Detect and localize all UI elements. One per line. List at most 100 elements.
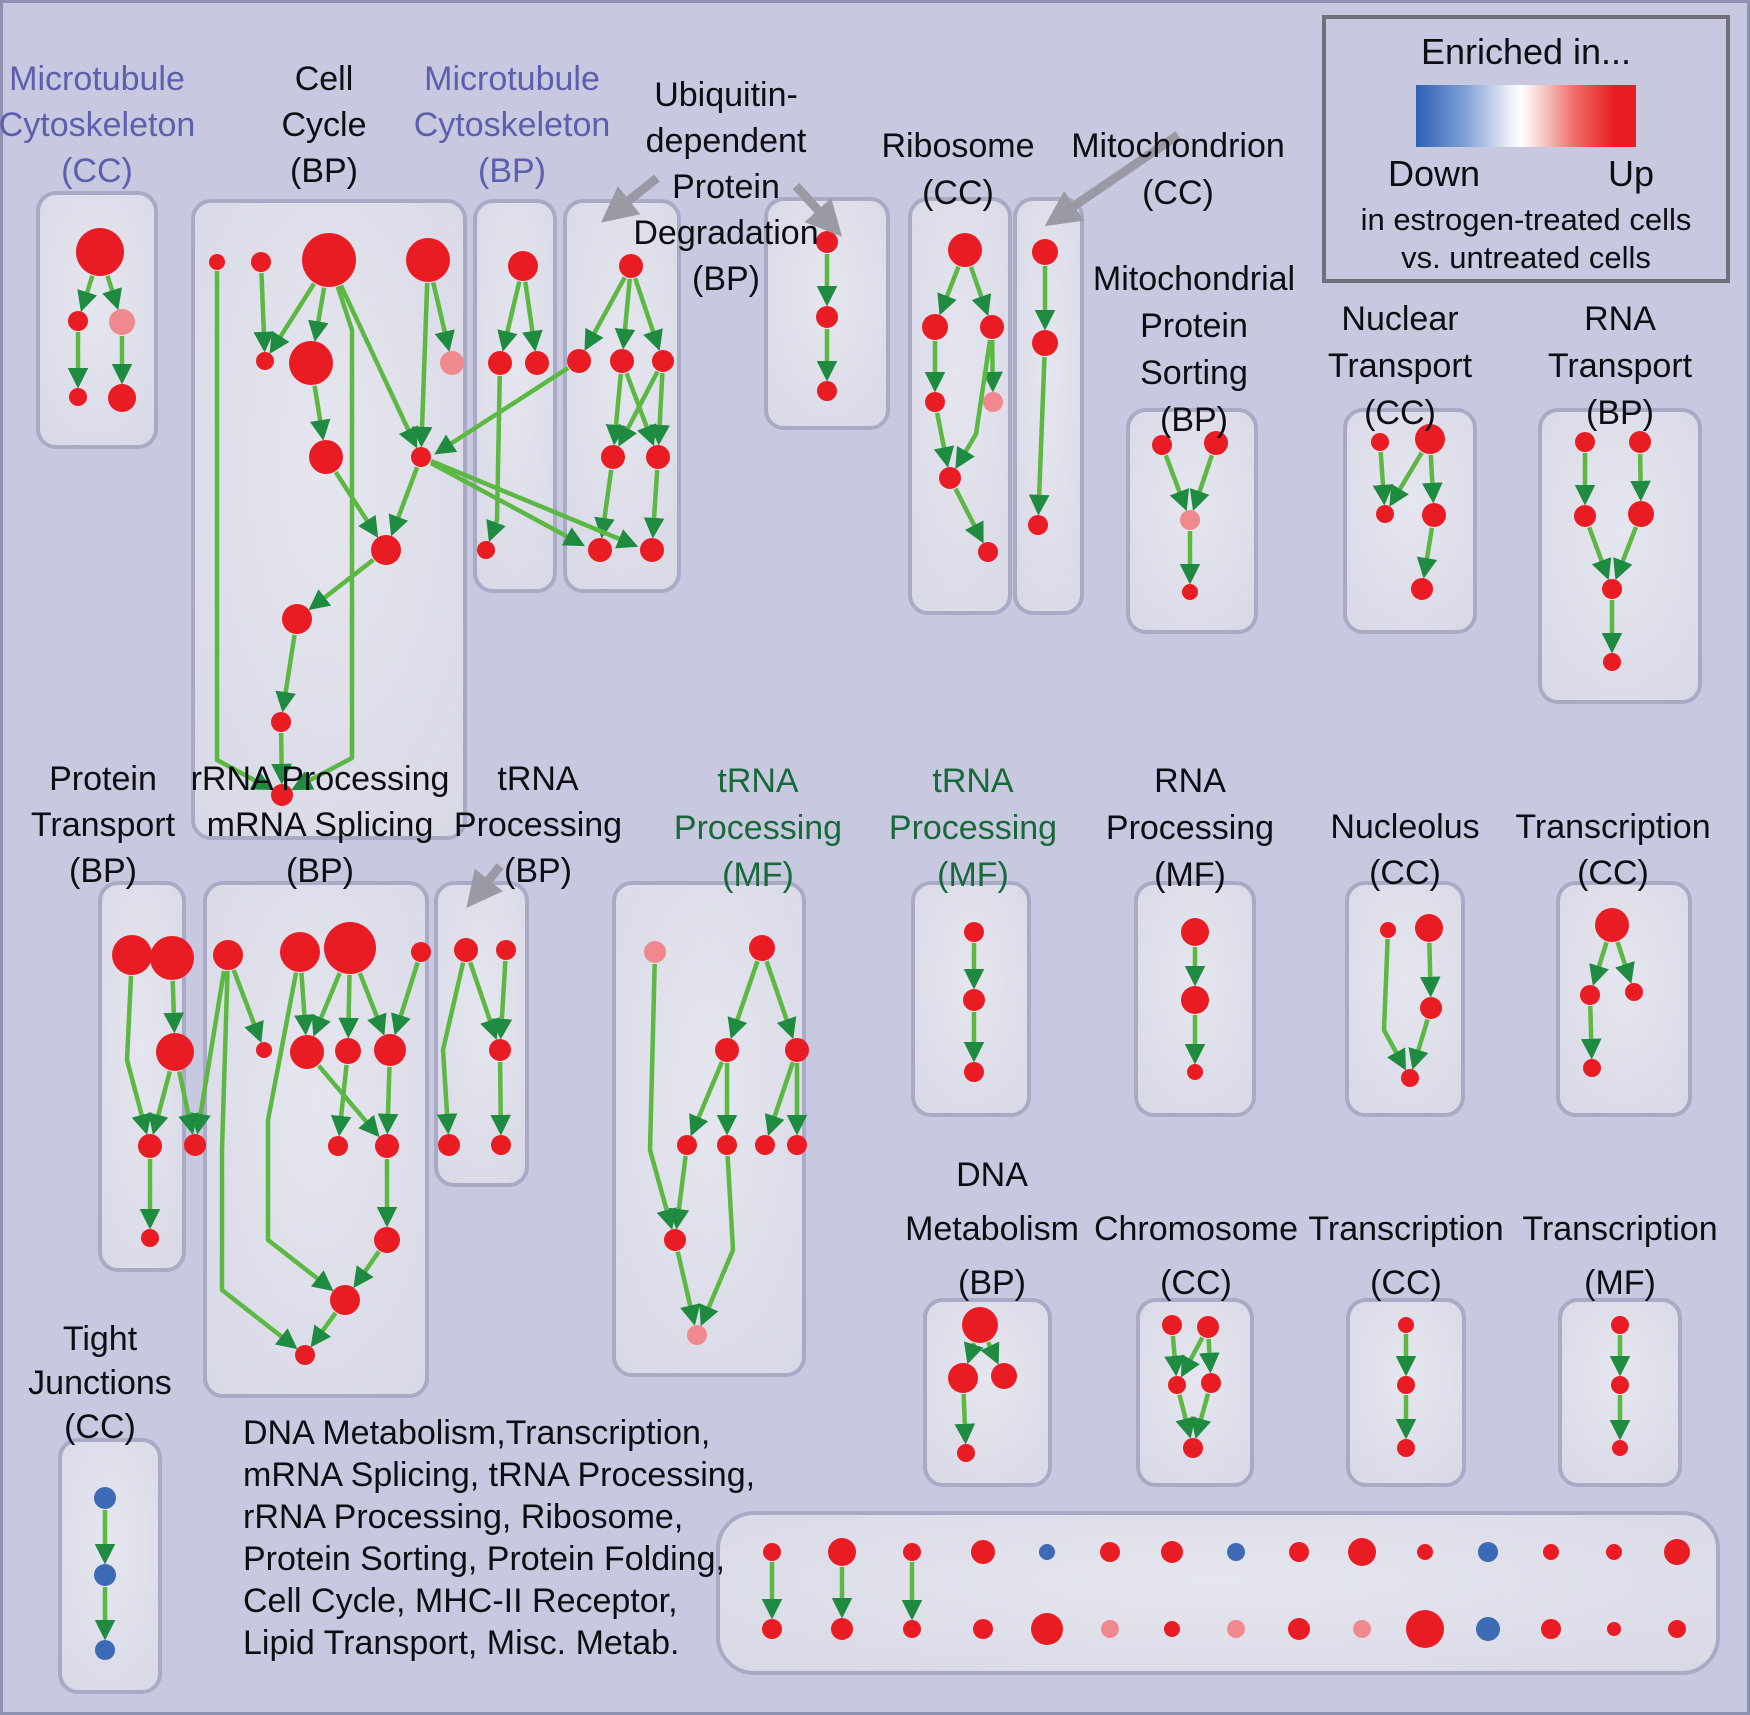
go-term-node [112, 935, 152, 975]
go-term-node [1028, 515, 1048, 535]
go-term-node [1100, 1542, 1120, 1562]
go-edge [388, 466, 420, 537]
go-edge [275, 634, 297, 713]
go-edge [219, 970, 298, 1350]
go-edge [468, 961, 500, 1041]
go-term-node [454, 938, 478, 962]
go-cross-edge [190, 970, 227, 1135]
go-term-node [76, 228, 124, 276]
go-term-node [1180, 510, 1200, 530]
misc-text-line: DNA Metabolism,Transcription, [243, 1414, 711, 1452]
go-term-node [1625, 983, 1643, 1001]
cluster-label-trna-processing-bp: tRNA Processing (BP) [454, 760, 622, 890]
go-term-node [1668, 1620, 1686, 1638]
go-cross-edge [430, 458, 639, 549]
go-term-node [817, 381, 837, 401]
go-edge [1419, 942, 1441, 998]
go-edge [1615, 941, 1635, 984]
go-term-node [1227, 1620, 1245, 1638]
go-edge [294, 972, 315, 1036]
go-term-node [69, 388, 87, 406]
cluster-label-dna-metabolism-bp: DNA Metabolism (BP) [905, 1156, 1079, 1302]
go-edge [1613, 526, 1639, 581]
legend-box: Enriched in... Down Up in estrogen-treat… [1322, 15, 1730, 283]
go-term-node [1397, 1439, 1415, 1457]
go-term-node [256, 1042, 272, 1058]
label-pointer-arrow [600, 174, 660, 223]
go-term-node [271, 712, 291, 732]
go-term-node [256, 352, 274, 370]
go-term-node [1201, 1373, 1221, 1393]
go-edge [102, 275, 122, 311]
go-edge [727, 960, 760, 1040]
go-term-node [1583, 1059, 1601, 1077]
go-term-node [816, 306, 838, 328]
go-term-node [903, 1543, 921, 1561]
go-term-node [282, 604, 312, 634]
go-edge [675, 1251, 701, 1326]
go-edge [486, 375, 506, 543]
go-term-node [925, 392, 945, 412]
legend-gradient-bar [1416, 85, 1636, 147]
go-edge [214, 271, 273, 791]
go-term-node [1417, 1544, 1433, 1560]
go-edge [308, 287, 329, 342]
go-term-node [948, 233, 982, 267]
go-edge [982, 339, 1003, 393]
labels-layer: Microtubule Cytoskeleton (CC) Cell Cycle (BP)… [0, 60, 1718, 1446]
go-term-node [644, 941, 666, 963]
go-edge [291, 285, 355, 791]
go-term-node [983, 392, 1003, 412]
annotation-arrows-layer [466, 131, 1181, 909]
go-edge [269, 282, 316, 354]
go-edge [963, 1341, 984, 1365]
go-term-node [150, 936, 194, 980]
misc-text-line: mRNA Splicing, tRNA Processing, [243, 1456, 756, 1494]
go-edge [1389, 451, 1424, 507]
go-term-node [787, 1135, 807, 1155]
go-term-node [1380, 922, 1396, 938]
go-term-node [406, 238, 450, 282]
cluster-label-microtubule-cytoskeleton-cc: Microtubule Cytoskeleton (CC) [0, 60, 195, 190]
go-term-node [1607, 1622, 1621, 1636]
go-term-node [1602, 579, 1622, 599]
go-term-node [411, 942, 431, 962]
go-term-node [1152, 435, 1172, 455]
go-term-node [1032, 330, 1058, 356]
cluster-box-cell-cycle-bp [191, 199, 467, 840]
cluster-box-microtubule-cytoskeleton-bp [473, 199, 557, 593]
go-edge [353, 1250, 381, 1289]
go-edge [605, 373, 627, 446]
go-term-node [1415, 914, 1443, 942]
go-term-node [375, 1134, 399, 1158]
go-term-node [141, 1229, 159, 1247]
go-edge [391, 961, 420, 1036]
go-edge [955, 339, 993, 469]
go-edge [311, 972, 342, 1037]
go-term-node [1032, 239, 1058, 265]
go-edge [764, 960, 797, 1040]
go-term-node [477, 541, 495, 559]
cluster-label-rna-processing-mf: RNA Processing (MF) [1106, 762, 1274, 894]
go-term-node [440, 351, 464, 375]
go-edge [1381, 938, 1406, 1071]
go-cross-edge [429, 461, 585, 547]
go-term-node [715, 1038, 739, 1062]
legend-title: Enriched in... [1420, 31, 1632, 72]
edges-layer [67, 254, 1651, 1641]
go-term-node [525, 351, 549, 375]
go-term-node [309, 440, 343, 474]
go-term-node [831, 1618, 853, 1640]
legend-subtitle-line1: in estrogen-treated cells [1360, 202, 1692, 237]
go-term-node [610, 349, 634, 373]
nodes-layer [68, 228, 1690, 1660]
go-term-node [1628, 501, 1654, 527]
go-term-node [335, 1038, 361, 1064]
go-term-node [588, 538, 612, 562]
go-edge [1589, 941, 1609, 986]
go-term-node [567, 349, 591, 373]
cluster-label-tight-junctions-cc: Tight Junctions (CC) [28, 1320, 172, 1446]
go-term-node [652, 350, 674, 372]
go-term-node [68, 311, 88, 331]
